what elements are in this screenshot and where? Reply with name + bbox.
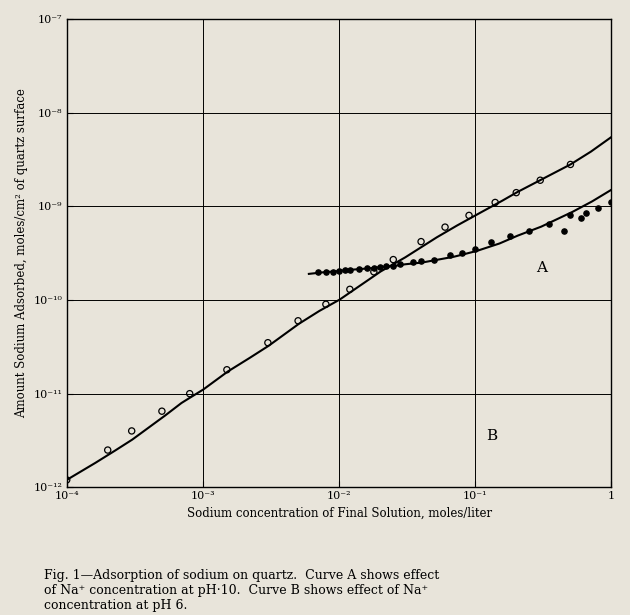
Point [470,244,480,254]
Point [340,265,350,275]
Point [345,265,355,275]
Point [536,175,546,185]
Point [457,248,467,258]
Point [416,256,426,266]
Point [362,263,372,273]
Point [408,257,418,267]
Point [334,266,344,276]
Point [293,316,303,326]
Point [395,260,405,269]
Point [544,219,554,229]
Point [375,262,385,272]
Point [524,226,534,236]
X-axis label: Sodium concentration of Final Solution, moles/liter: Sodium concentration of Final Solution, … [186,507,491,520]
Point [486,237,496,247]
Point [345,284,355,294]
Point [429,255,439,264]
Point [388,255,398,264]
Point [313,267,323,277]
Point [388,261,398,271]
Y-axis label: Amount Sodium Adsorbed, moles/cm² of quartz surface: Amount Sodium Adsorbed, moles/cm² of qua… [15,88,28,418]
Point [381,261,391,271]
Point [321,300,331,309]
Point [464,210,474,220]
Point [576,213,587,223]
Point [617,164,627,174]
Point [593,204,604,213]
Point [321,267,331,277]
Point [222,365,232,375]
Point [607,197,617,207]
Point [559,226,570,236]
Point [565,210,575,220]
Point [416,237,426,247]
Point [157,407,167,416]
Point [62,475,72,485]
Text: Fig. 1—Adsorption of sodium on quartz.  Curve A shows effect
of Na⁺ concentratio: Fig. 1—Adsorption of sodium on quartz. C… [44,569,439,612]
Point [369,267,379,277]
Point [440,222,450,232]
Point [369,263,379,273]
Point [127,426,137,436]
Point [185,389,195,399]
Point [565,159,575,169]
Text: A: A [536,261,547,275]
Point [581,208,591,218]
Point [103,445,113,455]
Point [445,250,455,260]
Point [490,197,500,207]
Point [328,267,338,277]
Point [505,231,515,241]
Point [263,338,273,347]
Point [354,264,364,274]
Point [511,188,521,197]
Text: B: B [486,429,497,443]
